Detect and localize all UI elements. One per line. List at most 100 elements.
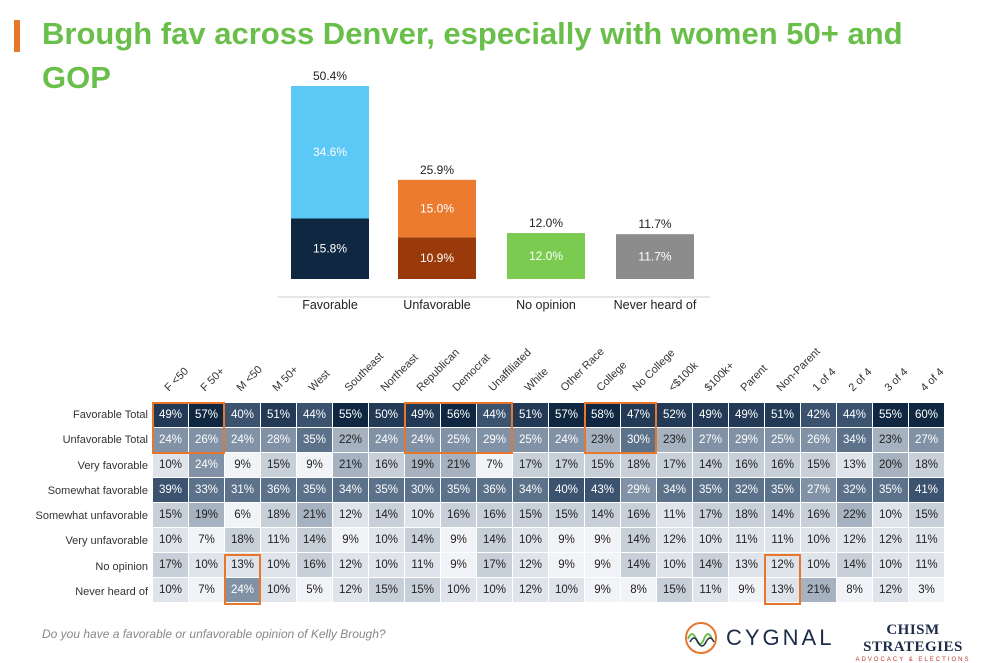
table-cell: 55%: [872, 403, 909, 428]
table-cell: 18%: [620, 452, 657, 478]
bar-segment-2-0: [507, 233, 585, 279]
column-header: White: [522, 365, 551, 394]
table-cell: 15%: [656, 577, 693, 603]
table-cell: 9%: [584, 527, 621, 553]
table-cell: 32%: [728, 477, 765, 503]
table-row: 10% 7% 24% 10% 5% 12% 15% 15% 10% 10% 12% 10% 9% 8% 15…: [153, 577, 945, 603]
row-label: Very favorable: [77, 459, 148, 472]
table-cell: 30%: [620, 427, 657, 453]
table-cell: 15%: [908, 502, 945, 528]
table-cell: 14%: [764, 502, 801, 528]
table-cell: 35%: [692, 477, 729, 503]
table-cell: 60%: [908, 403, 945, 428]
cygnal-logo: CYGNAL: [684, 620, 834, 656]
table-cell: 12%: [872, 577, 909, 603]
table-cell: 21%: [800, 577, 837, 603]
table-cell: 10%: [153, 577, 189, 603]
table-cell: 10%: [476, 577, 513, 603]
table-cell: 12%: [512, 577, 549, 603]
table-cell: 33%: [188, 477, 225, 503]
table-cell: 6%: [224, 502, 261, 528]
column-header: West: [306, 367, 333, 394]
table-cell: 57%: [188, 403, 225, 428]
table-cell: 51%: [764, 403, 801, 428]
table-cell: 18%: [908, 452, 945, 478]
table-cell: 10%: [260, 552, 297, 578]
table-cell: 49%: [728, 403, 765, 428]
bar-total-label: 11.7%: [638, 217, 671, 231]
table-cell: 10%: [153, 527, 189, 553]
table-cell: 9%: [224, 452, 261, 478]
table-cell: 27%: [800, 477, 837, 503]
table-cell: 24%: [404, 427, 441, 453]
table-cell: 13%: [728, 552, 765, 578]
table-cell: 26%: [800, 427, 837, 453]
table-cell: 15%: [800, 452, 837, 478]
column-header: M <50: [234, 363, 265, 394]
table-row: 10% 24% 9% 15% 9% 21% 16% 19% 21% 7% 17% 17% 15% 18% 1…: [153, 452, 945, 478]
table-cell: 14%: [692, 552, 729, 578]
table-cell: 11%: [260, 527, 297, 553]
table-cell: 16%: [764, 452, 801, 478]
row-label: Never heard of: [75, 586, 148, 599]
row-label: Somewhat favorable: [47, 484, 148, 497]
bar-category-label: Never heard of: [614, 298, 697, 312]
table-cell: 15%: [260, 452, 297, 478]
table-cell: 14%: [368, 502, 405, 528]
table-cell: 35%: [440, 477, 477, 503]
table-cell: 35%: [764, 477, 801, 503]
bar-total-label: 50.4%: [313, 69, 347, 83]
table-cell: 21%: [332, 452, 369, 478]
table-cell: 36%: [476, 477, 513, 503]
table-cell: 44%: [836, 403, 873, 428]
table-cell: 14%: [404, 527, 441, 553]
table-cell: 19%: [404, 452, 441, 478]
table-cell: 18%: [224, 527, 261, 553]
bar-segment-label: 10.9%: [420, 251, 454, 265]
column-header: F <50: [162, 365, 192, 394]
table-cell: 10%: [512, 527, 549, 553]
bar-segment-0-0: [291, 218, 369, 279]
question-text: Do you have a favorable or unfavorable o…: [42, 627, 386, 641]
table-cell: 35%: [296, 477, 333, 503]
column-header: Parent: [738, 362, 770, 394]
table-cell: 47%: [620, 403, 657, 428]
table-row: 24% 26% 24% 28% 35% 22% 24% 24% 25% 29% 25% 24% 23% 3…: [153, 427, 945, 453]
table-cell: 40%: [224, 403, 261, 428]
table-cell: 9%: [548, 552, 585, 578]
table-cell: 49%: [153, 403, 189, 428]
table-cell: 18%: [728, 502, 765, 528]
table-cell: 10%: [800, 527, 837, 553]
table-cell: 27%: [692, 427, 729, 453]
table-cell: 28%: [260, 427, 297, 453]
bar-total-label: 25.9%: [420, 163, 454, 177]
table-cell: 22%: [332, 427, 369, 453]
table-cell: 17%: [476, 552, 513, 578]
table-cell: 10%: [440, 577, 477, 603]
row-label: Somewhat unfavorable: [35, 510, 148, 523]
table-cell: 10%: [368, 527, 405, 553]
table-cell: 14%: [476, 527, 513, 553]
table-cell: 19%: [188, 502, 225, 528]
table-cell: 10%: [872, 552, 909, 578]
column-headers: F <50 F 50+ M <50 M 50+ West Southeast Northea…: [153, 300, 953, 400]
bar-segment-label: 11.7%: [638, 250, 671, 264]
table-row: 39% 33% 31% 36% 35% 34% 35% 30% 35% 36% 34% 40% 43% 2…: [153, 477, 945, 503]
table-cell: 44%: [476, 403, 513, 428]
table-cell: 16%: [728, 452, 765, 478]
table-cell: 10%: [188, 552, 225, 578]
table-cell: 16%: [620, 502, 657, 528]
table-cell: 14%: [296, 527, 333, 553]
table-cell: 7%: [476, 452, 513, 478]
table-cell: 56%: [440, 403, 477, 428]
cygnal-wordmark: CYGNAL: [726, 625, 835, 650]
chism-tagline: ADVOCACY & ELECTIONS: [855, 657, 971, 663]
crosstab-table: 49% 57% 40% 51% 44% 55% 50% 49% 56% 44% 51% 57% 58% 4…: [153, 403, 945, 603]
table-cell: 3%: [908, 577, 945, 603]
table-cell: 8%: [836, 577, 873, 603]
table-cell: 13%: [224, 552, 261, 578]
table-cell: 12%: [332, 502, 369, 528]
table-cell: 34%: [836, 427, 873, 453]
table-cell: 57%: [548, 403, 585, 428]
table-row: 17% 10% 13% 10% 16% 12% 10% 11% 9% 17% 12% 9% 9% 14% 1…: [153, 552, 945, 578]
